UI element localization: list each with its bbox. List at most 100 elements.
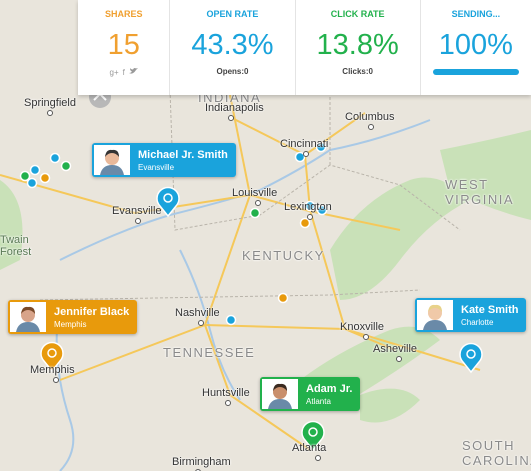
stat-value: 43.3%: [191, 29, 274, 61]
contact-text: Kate Smith Charlotte: [455, 304, 526, 327]
pin-icon: [308, 427, 318, 437]
state-label: TENNESSEE: [163, 345, 256, 360]
activity-dot: [39, 172, 51, 184]
contact-pin: [40, 341, 64, 373]
city-dot: [363, 334, 369, 340]
stat-value: 15: [107, 29, 140, 61]
city-label: Atlanta: [292, 442, 327, 454]
contact-text: Adam Jr. Atlanta: [300, 383, 360, 406]
state-label: SOUTH CAROLINA: [462, 438, 531, 468]
city-label: Indianapolis: [205, 102, 264, 114]
contact-text: Michael Jr. Smith Evansville: [132, 149, 236, 172]
stat-detail: Opens:0: [216, 67, 249, 76]
city-dot: [53, 377, 59, 383]
city-dot: [47, 110, 53, 116]
city-dot: [198, 320, 204, 326]
avatar: [262, 379, 298, 409]
activity-dot: [315, 141, 327, 153]
stat-label: SHARES: [104, 9, 143, 19]
avatar-head: [273, 385, 287, 399]
stat-column: SHARES 15 g+ f: [78, 0, 169, 95]
stat-column: CLICK RATE 13.8% Clicks:0: [294, 0, 420, 95]
stat-detail: Clicks:0: [342, 67, 373, 76]
pin-icon: [466, 349, 476, 359]
contact-pin: [156, 186, 180, 218]
contact-name: Jennifer Black: [54, 305, 130, 318]
avatar: [417, 300, 453, 330]
city-label: Memphis: [30, 364, 75, 376]
city-label: Birmingham: [172, 456, 231, 468]
contact-city: Charlotte: [461, 317, 494, 327]
stat-column: SENDING... 100%: [419, 0, 531, 95]
contact-city: Evansville: [138, 162, 175, 172]
contact-name: Adam Jr.: [306, 382, 353, 395]
avatar: [94, 145, 130, 175]
stat-label: CLICK RATE: [330, 9, 385, 19]
twitter-shape: [128, 67, 138, 74]
city-label: Cincinnati: [280, 138, 329, 150]
city-dot: [368, 124, 374, 130]
avatar-head: [105, 151, 119, 165]
city-label: Evansville: [112, 205, 162, 217]
contact-callout[interactable]: Jennifer Black Memphis: [8, 300, 138, 334]
avatar-body: [423, 320, 447, 330]
avatar-hair: [428, 304, 442, 312]
contact-text: Jennifer Black Memphis: [48, 306, 137, 329]
activity-dot: [316, 204, 328, 216]
activity-dot: [299, 217, 311, 229]
city-label: Springfield: [24, 97, 76, 109]
pins: [40, 110, 483, 471]
avatar-hair: [21, 306, 35, 314]
city-label: Columbus: [345, 111, 395, 123]
city-dot: [135, 218, 141, 224]
contact-name: Michael Jr. Smith: [138, 148, 228, 161]
stat-label: OPEN RATE: [206, 9, 259, 19]
activity-dot: [304, 200, 316, 212]
avatar-body: [268, 399, 292, 409]
avatar-body: [100, 165, 124, 175]
city-label: Nashville: [175, 307, 220, 319]
contact-callout[interactable]: Kate Smith Charlotte: [415, 298, 527, 332]
activity-dot: [277, 292, 289, 304]
contact-city: Atlanta: [306, 396, 331, 406]
activity-dot: [49, 152, 61, 164]
state-label: WEST VIRGINIA: [445, 177, 515, 207]
stat-value: 100%: [438, 29, 513, 61]
activity-dot: [29, 164, 41, 176]
activity-dots: [19, 141, 328, 326]
avatar-hair: [105, 149, 119, 157]
city-label: Knoxville: [340, 321, 385, 333]
pin-icon: [47, 348, 57, 358]
contact-callout[interactable]: Michael Jr. Smith Evansville: [92, 143, 236, 177]
share-icons: g+ f: [78, 67, 169, 77]
activity-dot: [225, 314, 237, 326]
avatar-body: [16, 322, 40, 332]
stat-value: 13.8%: [316, 29, 399, 61]
city-label: Asheville: [373, 343, 418, 355]
share-icon: g+: [109, 68, 119, 77]
city-dot: [228, 115, 234, 121]
contact-pin: [459, 342, 483, 374]
share-icon: f: [122, 68, 125, 77]
city-dot: [303, 151, 309, 157]
avatar-head: [21, 308, 35, 322]
activity-dot: [19, 170, 31, 182]
city-dot: [315, 455, 321, 461]
twitter-icon: [128, 67, 138, 74]
city-dot: [396, 356, 402, 362]
stats-panel: SHARES 15 g+ f OPEN RATE 43.3% Opens:0 CLICK RA…: [78, 0, 531, 95]
avatar-hair: [273, 383, 287, 391]
activity-dot: [26, 177, 38, 189]
contact-callout[interactable]: Adam Jr. Atlanta: [260, 377, 361, 411]
city-label: Huntsville: [202, 387, 250, 399]
contact-name: Kate Smith: [461, 303, 519, 316]
city-dot: [225, 400, 231, 406]
avatar-head: [428, 306, 442, 320]
activity-dot: [294, 151, 306, 163]
city-label: Louisville: [232, 187, 278, 199]
city-dot: [255, 200, 261, 206]
activity-dot: [249, 207, 261, 219]
state-label: KENTUCKY: [242, 248, 325, 263]
